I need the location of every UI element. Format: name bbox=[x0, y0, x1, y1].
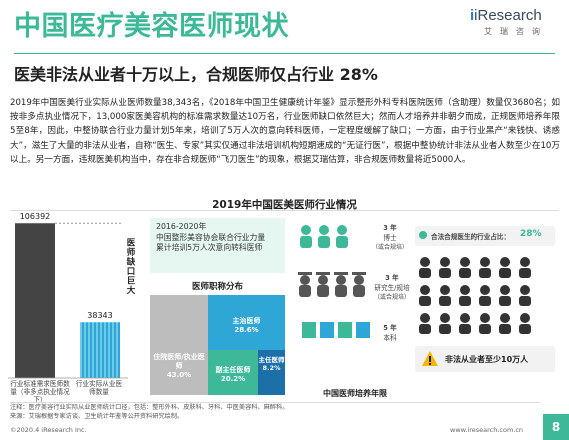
page-title: 中国医疗美容医师现状 bbox=[14, 11, 289, 42]
attending-physician-value: 28.6% bbox=[234, 326, 259, 334]
associate-chief-label: 副主任医师 bbox=[215, 366, 251, 374]
title-distribution-heading: 医师职称分布 bbox=[191, 282, 243, 292]
resident-physician-block: 住院医师/执业医师 43.0% bbox=[150, 295, 208, 395]
logo-sub: 艾瑞咨询 bbox=[484, 27, 548, 36]
bar-value-label-2: 38343 bbox=[87, 311, 112, 320]
callout-line1: 2016-2020年 bbox=[156, 222, 207, 231]
footer-notes: 注释：医疗美容行业实际从业医师统计口径，包括：整形外科、皮肤科、牙科、中医美容科… bbox=[10, 404, 480, 421]
training-years-3: 5 年 bbox=[383, 324, 397, 332]
training-row-master: 3 年 研究生/规培 （或合规培） bbox=[368, 272, 416, 301]
training-degree-1: 博士 bbox=[383, 234, 397, 242]
associate-chief-block: 副主任医师 20.2% bbox=[208, 350, 258, 395]
page-subtitle: 医美非法从业者十万以上，合规医师仅占行业 28% bbox=[14, 65, 378, 84]
training-note-1: （或合规培） bbox=[371, 244, 408, 251]
compliant-value: 28% bbox=[520, 229, 542, 239]
copyright: ©2020.4 iResearch Inc. bbox=[10, 426, 87, 434]
callout-line3: 累计培训5万人次意向转科医师 bbox=[156, 243, 263, 252]
compliant-ratio-box: 合法合规医生的行业占比： 28% bbox=[415, 226, 555, 246]
training-degree-2: 研究生/规培 bbox=[374, 284, 410, 292]
training-degree-3: 本科 bbox=[383, 334, 397, 342]
title-divider bbox=[14, 53, 555, 54]
training-row-phd: 3 年 博士 （或合规培） bbox=[368, 222, 412, 251]
bar-category-label-2: 行业实际从业医师数量 bbox=[75, 380, 123, 396]
compliant-label: 合法合规医生的行业占比： bbox=[431, 233, 511, 241]
training-years-2: 3 年 bbox=[385, 274, 399, 282]
illegal-practitioners-box: 非法从业者至少10万人 bbox=[415, 346, 555, 372]
illegal-label: 非法从业者至少10万人 bbox=[445, 355, 529, 364]
attending-physician-label: 主治医师 bbox=[232, 317, 261, 325]
associate-chief-value: 20.2% bbox=[220, 375, 246, 383]
illegal-practitioners-figures-icon bbox=[419, 257, 531, 334]
footer-note-2: 来源：艾瑞根据专家访谈、卫生统计年鉴等公开资料研究绘制。 bbox=[10, 412, 184, 420]
page-number: 8 bbox=[543, 414, 569, 440]
callout-line2: 中国整形美容协会联合行业力量 bbox=[156, 232, 266, 242]
training-title: 中国医师培养年限 bbox=[323, 389, 387, 398]
website-url: www.iresearch.com.cn bbox=[450, 426, 524, 434]
bar-2 bbox=[80, 322, 120, 378]
chart-divider bbox=[10, 210, 559, 211]
chief-physician-label: 主任医师 bbox=[258, 356, 285, 364]
bar-category-label-1: 行业标准需求医师数量（非多点执业情况下） bbox=[10, 380, 70, 404]
doctor-figures-icon bbox=[298, 225, 370, 338]
bar-1 bbox=[15, 223, 55, 378]
body-paragraph: 2019年中国医美行业实际从业医师数量38,343名，《2018年中国卫生健康统… bbox=[10, 98, 560, 165]
compliant-dot-icon bbox=[419, 231, 427, 239]
footer-divider bbox=[10, 402, 540, 403]
training-years-1: 3 年 bbox=[383, 224, 397, 232]
logo-brand: iiResearch bbox=[470, 7, 542, 24]
attending-physician-block: 主治医师 28.6% bbox=[208, 295, 285, 350]
warning-icon bbox=[422, 351, 438, 366]
training-note-2: （或合规培） bbox=[373, 294, 410, 301]
resident-physician-value: 43.0% bbox=[166, 371, 192, 379]
footer-note-1: 注释：医疗美容行业实际从业医师统计口径，包括：整形外科、皮肤科、牙科、中医美容科… bbox=[10, 404, 289, 411]
title-distribution-chart: 住院医师/执业医师 43.0% 主治医师 28.6% 副主任医师 20.2% 主… bbox=[150, 295, 285, 395]
gap-annotation: 医师缺口巨大 bbox=[125, 238, 135, 295]
right-panel: 合法合规医生的行业占比： 28% bbox=[415, 222, 563, 372]
training-row-bachelor: 5 年 本科 bbox=[368, 322, 412, 342]
bar-chart: 106392 38343 bbox=[8, 212, 128, 379]
chief-physician-block: 主任医师 8.2% bbox=[258, 350, 285, 395]
training-callout: 2016-2020年 中国整形美容协会联合行业力量 累计培训5万人次意向转科医师 bbox=[150, 218, 285, 273]
bar-value-label-1: 106392 bbox=[20, 212, 51, 221]
resident-physician-label: 住院医师/执业医师 bbox=[153, 353, 205, 370]
chart-title: 2019年中国医美医师行业情况 bbox=[212, 199, 357, 211]
training-panel: 3 年 博士 （或合规培） 3 年 研究生/规培 （或合规培） 5 年 本科 bbox=[296, 222, 416, 372]
chief-physician-value: 8.2% bbox=[262, 364, 281, 372]
iresearch-logo: iiResearch 艾瑞咨询 bbox=[470, 7, 560, 47]
